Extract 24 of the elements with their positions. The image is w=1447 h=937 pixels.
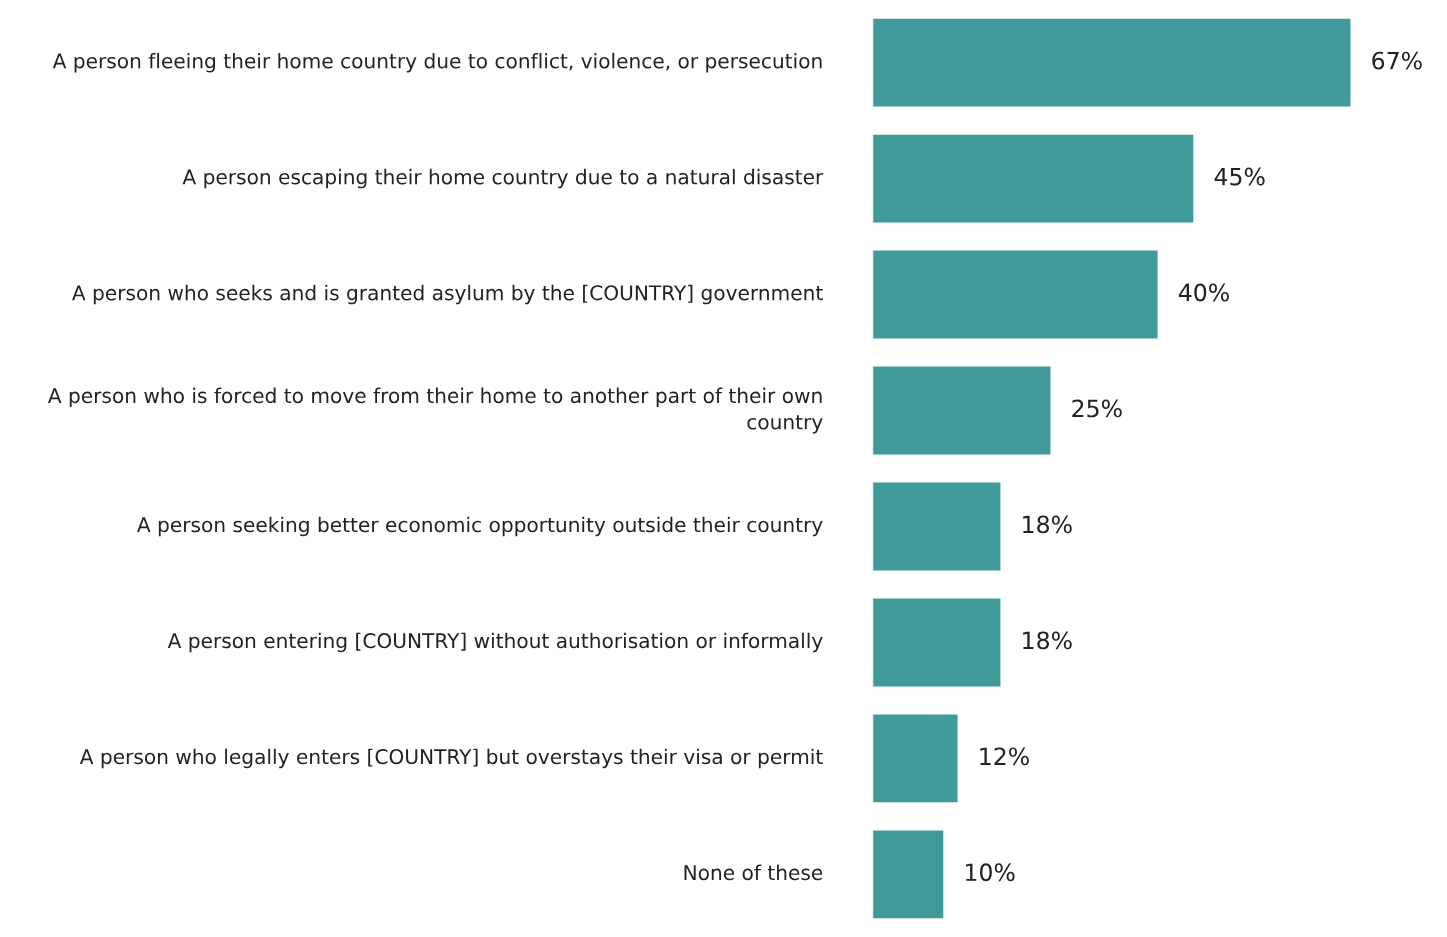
bar [872, 133, 1195, 224]
y-tick-label: A person seeking better economic opportunity outside their country [137, 516, 823, 537]
y-tick-label: None of these [684, 864, 823, 881]
y-tick-label: A person fleeing their home country due to conflict, violence, or persecution [52, 52, 822, 73]
data-label: 25% [1072, 399, 1122, 418]
y-tick-label: A person who is forced to move from their home to another part of their own country [47, 387, 823, 434]
data-label: 18% [1023, 631, 1072, 650]
data-label: 67% [1372, 51, 1422, 70]
bar [872, 481, 1002, 572]
bar [872, 597, 1002, 688]
bar [872, 829, 945, 920]
data-label: 40% [1178, 283, 1229, 302]
data-label: 10% [966, 863, 1015, 882]
data-label: 12% [980, 747, 1029, 766]
y-tick-label: A person escaping their home country due to a natural disaster [182, 168, 824, 189]
y-tick-label: A person who seeks and is granted asylum by the [COUNTRY] government [72, 284, 823, 305]
bar [872, 365, 1052, 456]
bar [872, 713, 959, 804]
y-tick-label: A person who legally enters [COUNTRY] but overstays their visa or permit [79, 748, 823, 769]
data-label: 45% [1214, 167, 1265, 186]
data-label: 18% [1023, 515, 1072, 534]
bar [872, 17, 1352, 108]
bar [872, 249, 1159, 340]
y-tick-label: A person entering [COUNTRY] without authorisation or informally [167, 632, 823, 653]
